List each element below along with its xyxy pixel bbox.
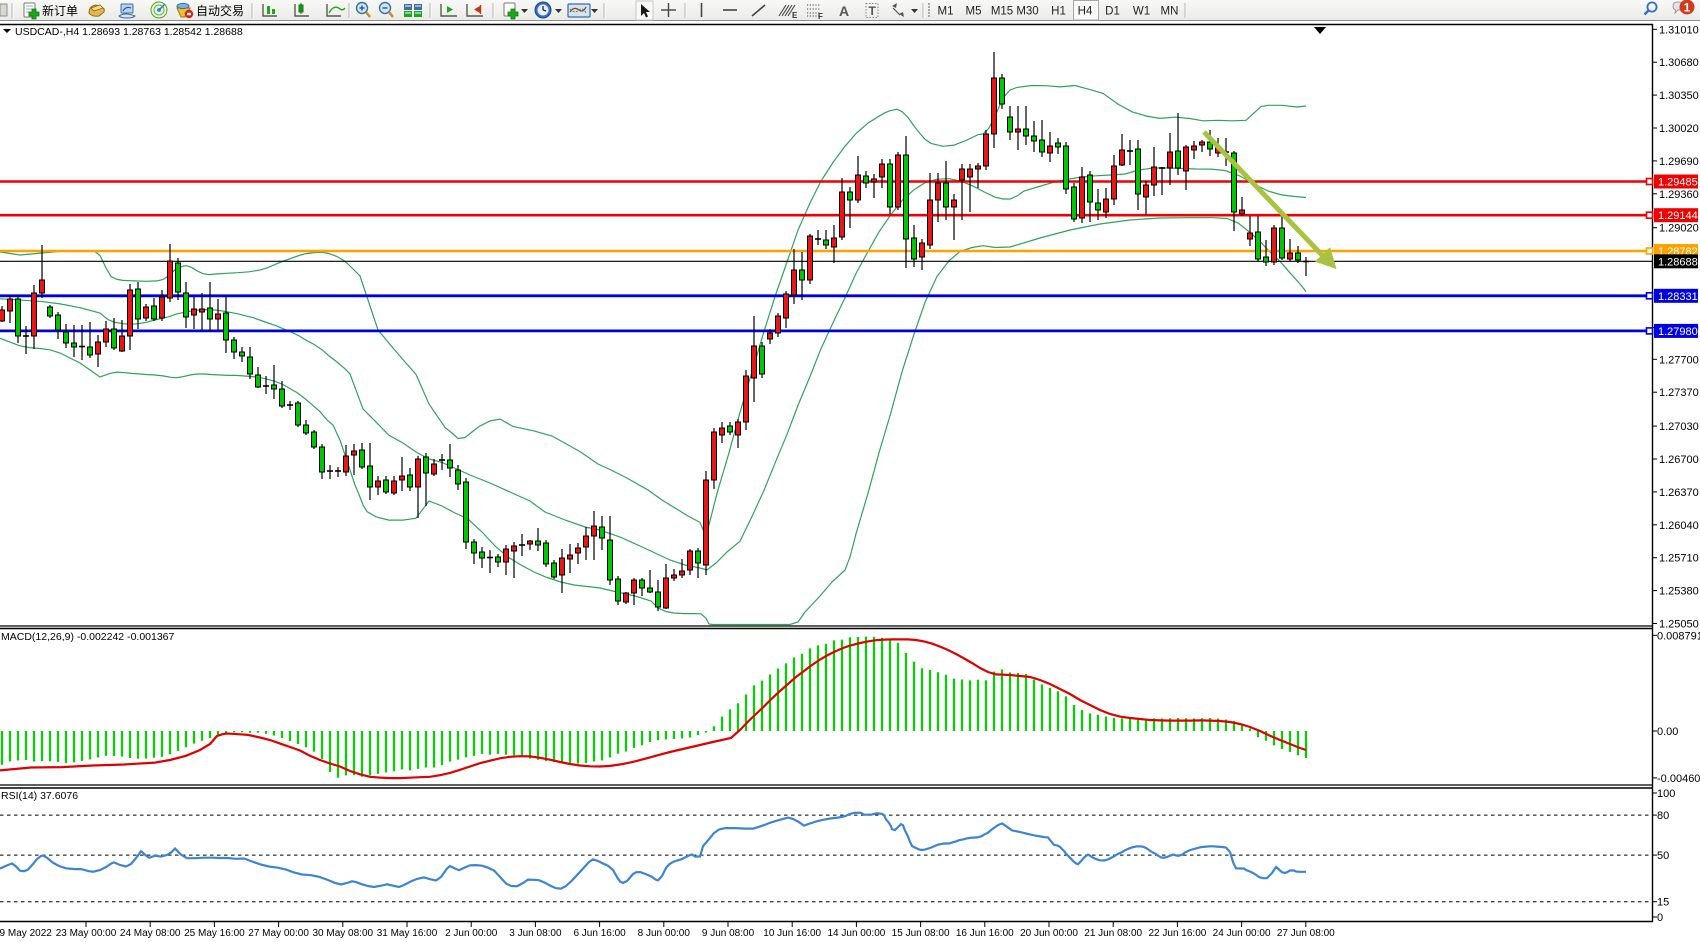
svg-text:14 Jun 00:00: 14 Jun 00:00: [827, 928, 885, 939]
svg-text:1.25380: 1.25380: [1659, 586, 1699, 598]
svg-text:100: 100: [1657, 788, 1675, 800]
svg-text:24 May 08:00: 24 May 08:00: [120, 928, 181, 939]
svg-text:31 May 16:00: 31 May 16:00: [377, 928, 438, 939]
svg-text:USDCAD-,H4 1.28693 1.28763 1.: USDCAD-,H4 1.28693 1.28763 1.28542 1.286…: [15, 26, 243, 38]
svg-text:1.26700: 1.26700: [1659, 454, 1699, 466]
svg-text:D1: D1: [1105, 6, 1120, 18]
svg-text:新订单: 新订单: [42, 3, 78, 18]
svg-text:1.30020: 1.30020: [1659, 123, 1699, 135]
svg-text:80: 80: [1657, 810, 1669, 822]
svg-text:30 May 08:00: 30 May 08:00: [312, 928, 373, 939]
svg-text:1.28331: 1.28331: [1658, 291, 1698, 303]
svg-text:10 Jun 16:00: 10 Jun 16:00: [763, 928, 821, 939]
svg-text:1.29020: 1.29020: [1659, 223, 1699, 235]
svg-text:1.27030: 1.27030: [1659, 421, 1699, 433]
svg-text:50: 50: [1657, 850, 1669, 862]
svg-text:1.25050: 1.25050: [1659, 619, 1699, 631]
svg-text:E: E: [792, 11, 798, 20]
svg-text:3 Jun 08:00: 3 Jun 08:00: [509, 928, 562, 939]
svg-text:1.25710: 1.25710: [1659, 553, 1699, 565]
svg-text:1.28688: 1.28688: [1658, 256, 1698, 268]
svg-text:0.008791: 0.008791: [1657, 630, 1700, 642]
svg-text:1.30350: 1.30350: [1659, 90, 1699, 102]
svg-text:M1: M1: [938, 6, 954, 18]
svg-text:MACD(12,26,9) -0.002242 -0.001: MACD(12,26,9) -0.002242 -0.001367: [1, 631, 175, 643]
svg-text:16 Jun 16:00: 16 Jun 16:00: [956, 928, 1014, 939]
svg-text:1.30680: 1.30680: [1659, 57, 1699, 69]
svg-text:1.26040: 1.26040: [1659, 520, 1699, 532]
svg-text:15: 15: [1657, 897, 1669, 909]
svg-text:1.31010: 1.31010: [1659, 24, 1699, 36]
svg-text:M30: M30: [1016, 6, 1038, 18]
svg-text:H4: H4: [1078, 6, 1093, 18]
svg-text:22 Jun 16:00: 22 Jun 16:00: [1148, 928, 1206, 939]
svg-text:8 Jun 00:00: 8 Jun 00:00: [638, 928, 691, 939]
svg-text:20 Jun 00:00: 20 Jun 00:00: [1020, 928, 1078, 939]
svg-text:15 Jun 08:00: 15 Jun 08:00: [892, 928, 950, 939]
svg-text:H1: H1: [1051, 6, 1066, 18]
svg-text:2 Jun 00:00: 2 Jun 00:00: [445, 928, 498, 939]
svg-text:21 Jun 08:00: 21 Jun 08:00: [1084, 928, 1142, 939]
svg-text:RSI(14) 37.6076: RSI(14) 37.6076: [1, 790, 78, 802]
svg-text:1.29360: 1.29360: [1659, 189, 1699, 201]
svg-text:1.29144: 1.29144: [1658, 210, 1698, 222]
svg-text:27 Jun 08:00: 27 Jun 08:00: [1277, 928, 1335, 939]
svg-text:A: A: [839, 3, 849, 19]
svg-text:1.27370: 1.27370: [1659, 387, 1699, 399]
svg-text:25 May 16:00: 25 May 16:00: [184, 928, 245, 939]
svg-text:0.00: 0.00: [1657, 726, 1678, 738]
svg-text:1.27700: 1.27700: [1659, 354, 1699, 366]
svg-text:T: T: [869, 4, 877, 18]
svg-text:27 May 00:00: 27 May 00:00: [248, 928, 309, 939]
svg-text:M5: M5: [966, 6, 982, 18]
svg-text:1.29485: 1.29485: [1658, 177, 1698, 189]
svg-text:19 May 2022: 19 May 2022: [0, 928, 52, 939]
svg-text:0: 0: [1657, 912, 1663, 924]
svg-text:M15: M15: [991, 6, 1013, 18]
svg-text:1.29690: 1.29690: [1659, 156, 1699, 168]
svg-text:F: F: [818, 12, 823, 21]
svg-text:1.26370: 1.26370: [1659, 487, 1699, 499]
svg-text:9 Jun 08:00: 9 Jun 08:00: [702, 928, 755, 939]
svg-text:1: 1: [1684, 1, 1691, 15]
svg-text:23 May 00:00: 23 May 00:00: [56, 928, 117, 939]
svg-text:6 Jun 16:00: 6 Jun 16:00: [573, 928, 626, 939]
svg-text:自动交易: 自动交易: [196, 3, 244, 18]
svg-text:1.27980: 1.27980: [1658, 326, 1698, 338]
svg-text:24 Jun 00:00: 24 Jun 00:00: [1213, 928, 1271, 939]
svg-text:W1: W1: [1133, 6, 1150, 18]
svg-text:MN: MN: [1161, 6, 1179, 18]
